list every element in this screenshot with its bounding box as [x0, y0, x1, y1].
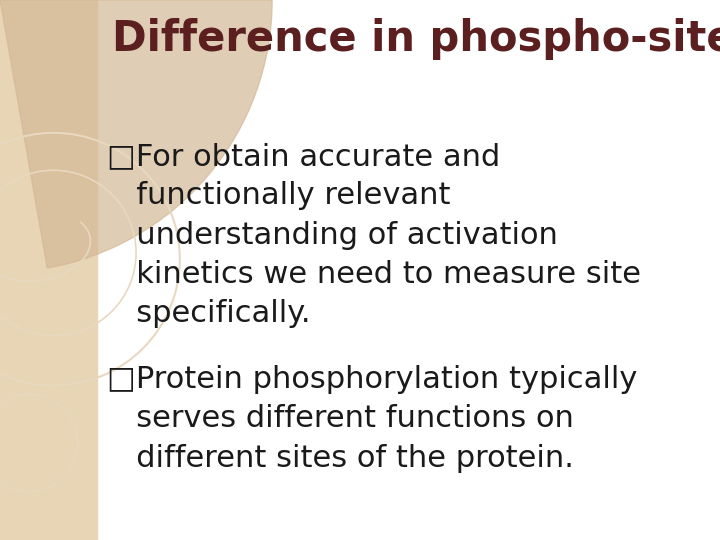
Bar	[0, 0, 97, 540]
Text: □For obtain accurate and
   functionally relevant
   understanding of activation: □For obtain accurate and functionally re…	[107, 142, 642, 328]
Text: Difference in phospho-sites: Difference in phospho-sites	[112, 18, 720, 60]
Text: □Protein phosphorylation typically
   serves different functions on
   different: □Protein phosphorylation typically serve…	[107, 365, 638, 472]
Wedge shape	[0, 0, 272, 268]
